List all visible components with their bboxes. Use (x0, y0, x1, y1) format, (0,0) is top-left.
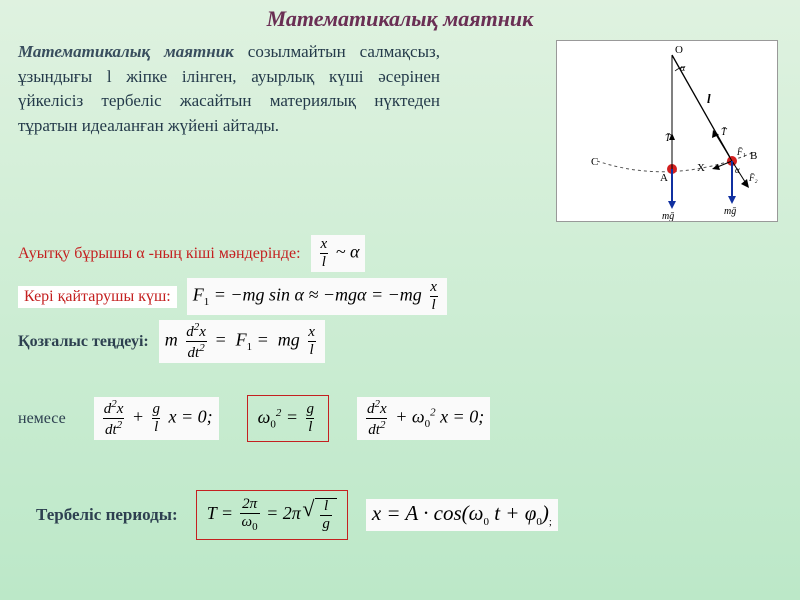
period-label: Тербеліс периоды: (36, 505, 178, 525)
formula-ode1: d2xdt2 + gl x = 0; (94, 397, 219, 440)
diagram-label-mg-A: mḡ (662, 211, 674, 221)
diagram-label-C: C (591, 156, 598, 168)
alt-forms-row: немесе d2xdt2 + gl x = 0; ω02 = gl d2xdt… (18, 395, 490, 442)
boxed-period: T = 2πω0 = 2π lg (196, 490, 348, 540)
diagram-label-mg-B: mḡ (724, 206, 736, 217)
diagram-label-B: B (750, 150, 757, 162)
diagram-label-l: l (707, 91, 711, 106)
boxed-omega: ω02 = gl (247, 395, 329, 442)
diagram-label-X: X (697, 162, 705, 174)
period-row: Тербеліс периоды: T = 2πω0 = 2π lg x = A… (36, 490, 558, 540)
small-angle-label: Ауытқу бұрышы α -ның кіші мәндерінде: (18, 245, 301, 263)
small-angle-row: Ауытқу бұрышы α -ның кіші мәндерінде: xl… (18, 235, 365, 272)
diagram-label-O: O (675, 44, 683, 56)
definition-paragraph: Математикалық маятник созылмайтын салмақ… (18, 40, 440, 139)
formula-solution: x = A · cos(ω0 t + φ0); (366, 499, 558, 530)
pendulum-diagram: O α l C A T̄ mḡ X B (556, 40, 778, 222)
diagram-label-F2: F̄₂ (748, 173, 758, 183)
diagram-label-T-B: T̄ (721, 126, 728, 138)
restoring-force-row: Кері қайтарушы күш: F1 = −mg sin α ≈ −mg… (18, 278, 447, 315)
motion-eq-label: Қозғалыс теңдеуі: (18, 333, 149, 351)
diagram-label-F1: F̄₁ (736, 147, 746, 157)
diagram-label-alpha: α (680, 63, 686, 74)
formula-F1: F1 = −mg sin α ≈ −mgα = −mg xl (187, 278, 447, 315)
formula-motion: m d2xdt2 = F1 = mg xl (159, 320, 325, 363)
or-label: немесе (18, 410, 66, 428)
diagram-label-A: A (660, 172, 668, 184)
restoring-force-label: Кері қайтарушы күш: (18, 286, 177, 308)
svg-text:α: α (735, 165, 740, 175)
formula-x-over-l: xl ~ α (311, 235, 366, 272)
formula-ode2: d2xdt2 + ω02 x = 0; (357, 397, 490, 440)
definition-lead: Математикалық маятник (18, 42, 234, 61)
motion-eq-row: Қозғалыс теңдеуі: m d2xdt2 = F1 = mg xl (18, 320, 325, 363)
page-title: Математикалық маятник (0, 6, 800, 32)
